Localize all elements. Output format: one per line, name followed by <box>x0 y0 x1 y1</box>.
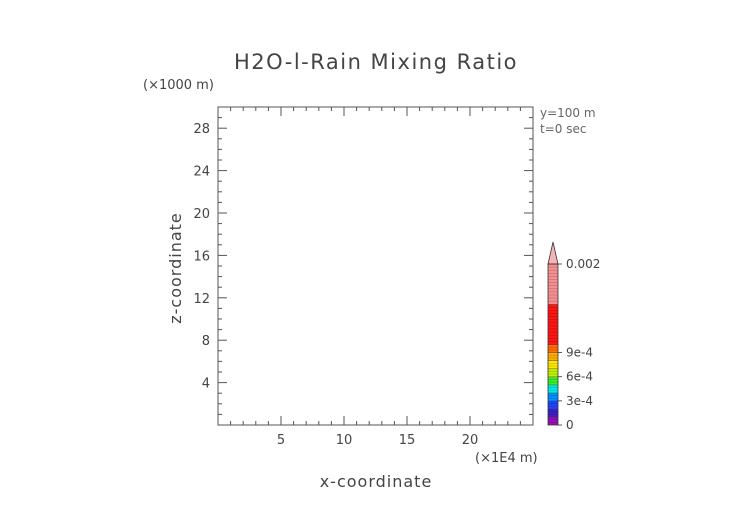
chart-title: H2O-l-Rain Mixing Ratio <box>234 50 518 74</box>
colorbar-segment <box>548 408 558 417</box>
y-tick-label: 4 <box>202 377 210 392</box>
colorbar-segment <box>548 304 558 345</box>
colorbar-tick-label: 0.002 <box>566 257 600 271</box>
colorbar-segment <box>548 352 558 361</box>
annotation-y: y=100 m <box>540 106 596 120</box>
y-tick-label: 20 <box>193 207 210 222</box>
y-tick-label: 28 <box>193 122 210 137</box>
colorbar-tick-label: 6e-4 <box>566 370 593 384</box>
annotation-t: t=0 sec <box>540 122 586 136</box>
y-tick-label: 16 <box>193 249 210 264</box>
x-tick-label: 20 <box>462 433 479 448</box>
x-tick-label: 10 <box>336 433 353 448</box>
colorbar-tick-label: 0 <box>566 418 574 432</box>
colorbar-segment <box>548 416 558 425</box>
y-tick-label: 12 <box>193 292 210 307</box>
colorbar-segment <box>548 264 558 305</box>
y-unit-label: (×1000 m) <box>143 78 214 93</box>
colorbar-segment <box>548 392 558 401</box>
x-unit-label: (×1E4 m) <box>475 451 538 466</box>
colorbar-segment <box>548 400 558 409</box>
y-tick-label: 8 <box>202 334 210 349</box>
colorbar: 0 3e-4 6e-4 9e-4 0.002 <box>547 241 600 432</box>
colorbar-segment <box>548 376 558 385</box>
colorbar-segment <box>548 360 558 369</box>
plot-axes: 5 10 15 20 4 8 12 16 20 24 28 <box>193 106 534 448</box>
colorbar-frame <box>547 263 559 426</box>
x-axis-label: x-coordinate <box>320 472 433 491</box>
colorbar-segment <box>548 384 558 393</box>
y-tick-label: 24 <box>193 165 210 180</box>
x-tick-label: 5 <box>277 433 285 448</box>
x-tick-label: 15 <box>399 433 416 448</box>
y-axis-label: z-coordinate <box>166 212 185 324</box>
colorbar-extend-arrow <box>547 241 559 265</box>
plot-frame <box>217 106 534 426</box>
colorbar-segment <box>548 368 558 377</box>
colorbar-segment <box>548 344 558 353</box>
colorbar-tick-label: 9e-4 <box>566 346 593 360</box>
colorbar-tick-label: 3e-4 <box>566 394 593 408</box>
